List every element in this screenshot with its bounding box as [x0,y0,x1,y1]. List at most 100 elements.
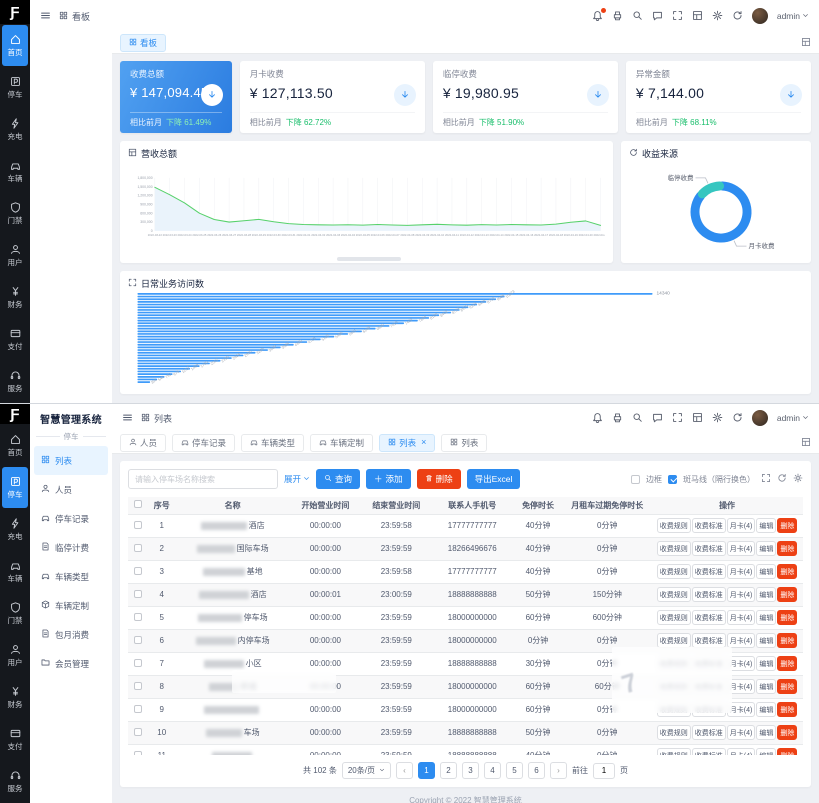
row-checkbox[interactable] [134,520,143,529]
row-action-button[interactable]: 月卡(4) [726,748,756,755]
row-action-button[interactable]: 编辑 [756,725,777,741]
row-action-button[interactable]: 月卡(4) [726,725,756,741]
column-header[interactable]: 序号 [148,497,176,515]
printer-icon[interactable] [612,10,623,23]
row-action-button[interactable]: 收费标准 [691,564,726,580]
row-action-button[interactable]: 收费规则 [656,633,691,649]
sidebar-item-列表[interactable]: 列表 [34,446,108,475]
sidebar-item-支付[interactable]: 支付 [2,719,28,760]
message-icon[interactable] [652,10,663,23]
page-button-4[interactable]: 4 [483,762,501,779]
row-action-button[interactable]: 月卡(4) [726,541,756,557]
sidebar-item-首页[interactable]: 首页 [2,25,28,66]
layout-icon[interactable] [692,10,703,23]
tab-list-icon[interactable] [801,437,811,449]
expand-icon[interactable] [672,412,683,425]
row-action-button[interactable]: 编辑 [756,702,777,718]
row-checkbox[interactable] [134,566,143,575]
sidebar-item-临停计费[interactable]: 临停计费 [34,533,108,562]
bell-icon[interactable] [592,7,606,23]
row-action-button[interactable]: 收费标准 [691,541,726,557]
row-checkbox[interactable] [134,727,143,736]
row-action-button[interactable]: 收费标准 [691,518,726,534]
tab-列表[interactable]: 列表 [441,433,488,452]
row-checkbox[interactable] [134,681,143,690]
sidebar-item-门禁[interactable]: 门禁 [2,193,28,234]
row-checkbox[interactable] [134,635,143,644]
gear-icon[interactable] [712,10,723,23]
next-page-button[interactable]: › [549,762,567,779]
row-delete-button[interactable]: 删除 [777,518,798,534]
sidebar-item-车辆定制[interactable]: 车辆定制 [34,591,108,620]
sidebar-item-财务[interactable]: 财务 [2,677,28,718]
select-all-checkbox[interactable] [134,500,143,508]
sidebar-item-车辆[interactable]: 车辆 [2,151,28,192]
row-action-button[interactable]: 编辑 [756,633,777,649]
row-delete-button[interactable]: 删除 [777,725,798,741]
row-action-button[interactable]: 收费规则 [656,587,691,603]
page-button-2[interactable]: 2 [439,762,457,779]
tab-停车记录[interactable]: 停车记录 [172,433,236,452]
sidebar-item-车辆[interactable]: 车辆 [2,551,28,592]
tab-dashboard[interactable]: 看板 [120,33,167,52]
row-checkbox[interactable] [134,704,143,713]
expand-icon[interactable] [672,10,683,23]
row-action-button[interactable]: 收费规则 [656,518,691,534]
row-action-button[interactable]: 编辑 [756,587,777,603]
row-action-button[interactable]: 收费规则 [656,748,691,755]
sidebar-item-门禁[interactable]: 门禁 [2,593,28,634]
page-button-5[interactable]: 5 [505,762,523,779]
row-action-button[interactable]: 编辑 [756,564,777,580]
add-button[interactable]: ＋ 添加 [366,469,411,489]
avatar[interactable] [751,8,768,24]
column-header[interactable]: 免停时长 [512,497,564,515]
stripe-checkbox[interactable] [668,474,677,484]
column-header[interactable]: 开始营业时间 [290,497,361,515]
row-action-button[interactable]: 月卡(4) [726,633,756,649]
layout-icon[interactable] [692,412,703,425]
column-header[interactable]: 操作 [651,497,803,515]
row-action-button[interactable]: 收费标准 [691,748,726,755]
sidebar-item-财务[interactable]: 财务 [2,277,28,318]
goto-page-input[interactable] [592,762,615,779]
row-action-button[interactable]: 收费标准 [691,610,726,626]
search-input[interactable] [128,469,278,489]
row-action-button[interactable]: 收费规则 [656,541,691,557]
sidebar-item-停车记录[interactable]: 停车记录 [34,504,108,533]
user-menu[interactable]: admin [777,413,809,423]
sidebar-item-停车[interactable]: 停车 [2,67,28,108]
column-header[interactable]: 结束营业时间 [360,497,432,515]
row-delete-button[interactable]: 删除 [777,541,798,557]
row-action-button[interactable]: 收费标准 [691,587,726,603]
search-icon[interactable] [632,412,643,425]
sidebar-item-支付[interactable]: 支付 [2,319,28,360]
row-delete-button[interactable]: 删除 [777,702,798,718]
search-icon[interactable] [632,10,643,23]
sidebar-item-服务[interactable]: 服务 [2,761,28,802]
row-delete-button[interactable]: 删除 [777,679,798,695]
row-checkbox[interactable] [134,658,143,667]
row-action-button[interactable]: 收费规则 [656,610,691,626]
row-delete-button[interactable]: 删除 [777,610,798,626]
tab-车辆类型[interactable]: 车辆类型 [241,433,305,452]
row-checkbox[interactable] [134,750,143,755]
sidebar-item-包月消费[interactable]: 包月消费 [34,620,108,649]
prev-page-button[interactable]: ‹ [395,762,413,779]
column-header[interactable]: 月租车过期免停时长 [563,497,652,515]
query-button[interactable]: 查询 [316,469,361,489]
row-action-button[interactable]: 月卡(4) [726,564,756,580]
row-action-button[interactable]: 收费规则 [656,725,691,741]
bell-icon[interactable] [592,412,603,425]
sidebar-item-用户[interactable]: 用户 [2,235,28,276]
row-delete-button[interactable]: 删除 [777,748,798,755]
page-button-1[interactable]: 1 [417,762,435,779]
message-icon[interactable] [652,412,663,425]
page-button-6[interactable]: 6 [527,762,545,779]
row-delete-button[interactable]: 删除 [777,564,798,580]
row-action-button[interactable]: 编辑 [756,541,777,557]
refresh-icon[interactable] [777,473,787,485]
tab-人员[interactable]: 人员 [120,433,167,452]
row-checkbox[interactable] [134,543,143,552]
column-header[interactable]: 名称 [175,497,290,515]
row-action-button[interactable]: 月卡(4) [726,587,756,603]
